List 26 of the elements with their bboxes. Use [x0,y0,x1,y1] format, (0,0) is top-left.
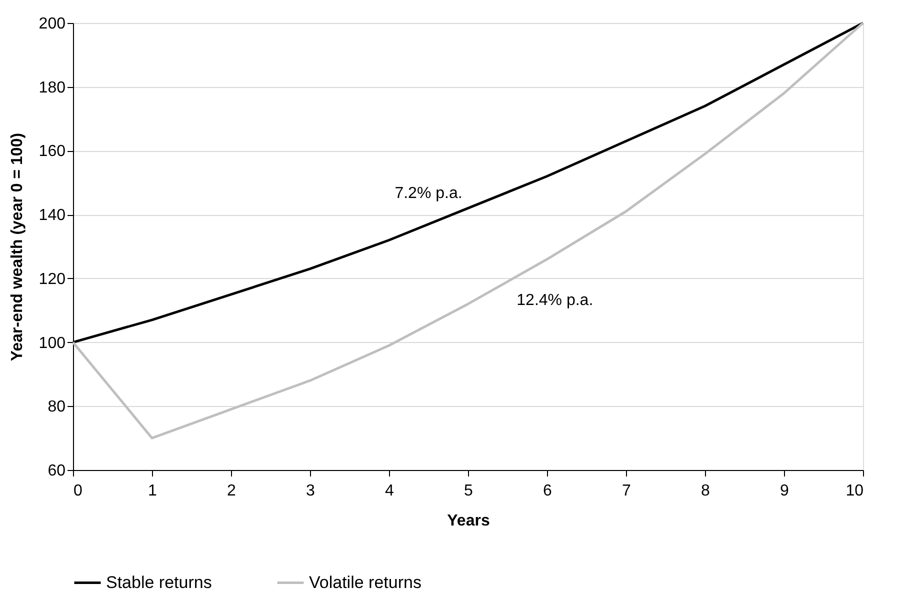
x-tick-label: 3 [306,482,316,500]
legend-label: Volatile returns [309,572,422,592]
x-tick-label: 6 [543,482,552,500]
annotation: 12.4% p.a. [516,292,594,310]
x-tick-label: 10 [846,482,864,500]
line-series [72,22,864,440]
y-tick-label: 80 [48,398,66,416]
y-tick-label: 180 [38,79,66,96]
x-axis-title: Years [447,512,490,530]
x-tick-label: 4 [385,482,394,500]
legend-label: Stable returns [106,572,212,592]
y-tick-label: 120 [38,270,66,288]
y-tick-label: 200 [38,16,66,32]
y-tick-label: 140 [38,207,66,224]
x-tick-label: 1 [148,482,158,500]
x-tick-label: 5 [464,482,474,500]
annotation: 7.2% p.a. [394,184,462,202]
y-tick-label: 60 [48,462,66,480]
x-tick-label: 2 [227,482,236,500]
x-tick-label: 9 [780,482,790,500]
x-tick-label: 0 [74,482,82,500]
y-tick-label: 100 [38,334,66,352]
x-tick-label: 7 [622,482,632,500]
y-tick-label: 160 [38,143,66,160]
y-axis-title: Year-end wealth (year 0 = 100) [8,132,26,362]
x-tick-label: 8 [701,482,710,500]
